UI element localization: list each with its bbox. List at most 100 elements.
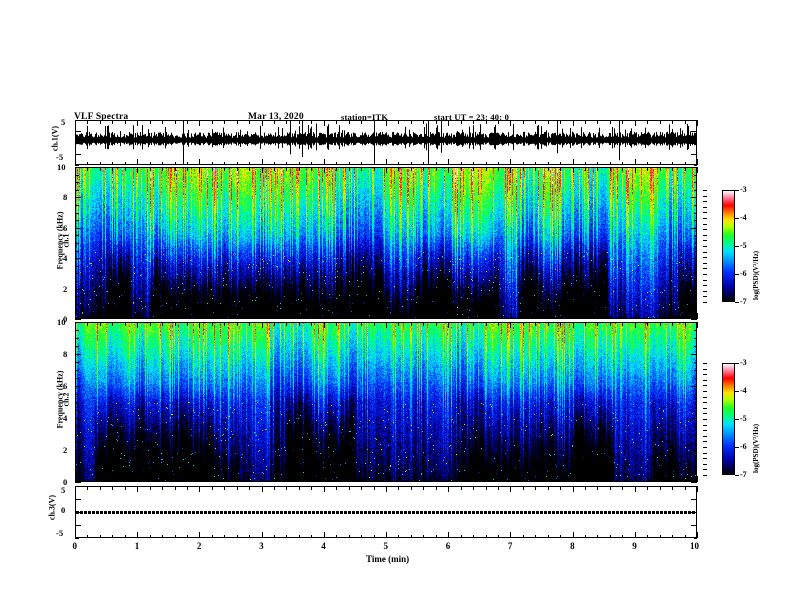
axis-tick: [224, 486, 226, 490]
axis-tick: [703, 475, 707, 476]
axis-tick: [448, 532, 450, 538]
axis-tick: [691, 499, 697, 500]
axis-tick: [162, 315, 164, 319]
axis-tick: [137, 532, 139, 538]
ch2-freq-tick-10: 10: [57, 317, 66, 327]
x-axis-label: Time (min): [366, 554, 410, 564]
axis-tick: [423, 534, 425, 538]
ch2-freq-tick-8: 8: [63, 349, 68, 359]
axis-tick: [634, 322, 636, 328]
axis-tick: [485, 534, 487, 538]
axis-tick: [460, 161, 462, 165]
axis-tick: [149, 120, 151, 124]
axis-tick: [149, 167, 151, 171]
axis-tick: [75, 410, 79, 411]
axis-tick: [609, 486, 611, 490]
ch1-freq-tick-0: 0: [63, 314, 68, 324]
axis-tick: [75, 235, 79, 237]
axis-tick: [684, 120, 686, 124]
axis-tick: [672, 534, 674, 538]
axis-tick: [236, 486, 238, 490]
axis-tick: [485, 315, 487, 319]
axis-tick: [691, 418, 697, 419]
axis-tick: [398, 167, 400, 171]
axis-tick: [684, 161, 686, 165]
axis-tick: [373, 167, 375, 171]
axis-tick: [75, 189, 79, 191]
axis-tick: [75, 499, 81, 500]
axis-tick: [510, 476, 512, 482]
axis-tick: [323, 313, 325, 319]
axis-tick: [691, 525, 697, 526]
axis-tick: [703, 268, 707, 270]
axis-tick: [99, 120, 101, 124]
axis-tick: [672, 486, 674, 490]
axis-tick: [497, 120, 499, 124]
axis-tick: [703, 234, 707, 236]
axis-tick: [112, 315, 114, 319]
axis-tick: [75, 346, 79, 347]
axis-tick: [75, 227, 81, 229]
axis-tick: [423, 478, 425, 482]
axis-tick: [423, 167, 425, 171]
axis-tick: [174, 315, 176, 319]
axis-tick: [510, 322, 512, 328]
axis-tick: [75, 250, 79, 252]
axis-tick: [485, 167, 487, 171]
axis-tick: [286, 322, 288, 326]
axis-tick: [473, 486, 475, 490]
axis-tick: [485, 120, 487, 124]
axis-tick: [647, 120, 649, 124]
axis-tick: [535, 534, 537, 538]
ch3-waveform-trace: [76, 487, 696, 537]
axis-tick: [398, 534, 400, 538]
axis-tick: [693, 370, 697, 371]
axis-tick: [75, 338, 79, 339]
axis-tick: [703, 363, 707, 364]
axis-tick: [535, 478, 537, 482]
axis-tick: [87, 322, 89, 326]
ch2-freq-tick-0: 0: [63, 477, 68, 487]
axis-tick: [211, 315, 213, 319]
axis-tick: [75, 512, 81, 513]
axis-tick: [186, 167, 188, 171]
axis-tick: [560, 486, 562, 490]
axis-tick: [659, 120, 661, 124]
axis-tick: [149, 486, 151, 490]
axis-tick: [510, 167, 512, 173]
axis-tick: [112, 534, 114, 538]
axis-tick: [348, 315, 350, 319]
axis-tick: [691, 322, 697, 323]
axis-tick: [298, 478, 300, 482]
axis-tick: [609, 161, 611, 165]
axis-tick: [323, 159, 325, 165]
axis-tick: [149, 478, 151, 482]
axis-tick: [703, 396, 707, 398]
axis-tick: [473, 315, 475, 319]
axis-tick: [703, 430, 707, 432]
axis-tick: [703, 385, 707, 387]
axis-tick: [547, 534, 549, 538]
axis-tick: [75, 258, 81, 260]
axis-tick: [361, 167, 363, 171]
axis-tick: [186, 486, 188, 490]
axis-tick: [336, 322, 338, 326]
axis-tick: [622, 120, 624, 124]
axis-tick: [597, 486, 599, 490]
axis-tick: [703, 379, 707, 381]
axis-tick: [703, 279, 707, 281]
ch1-freq-tick-2: 2: [63, 283, 68, 294]
axis-tick: [174, 322, 176, 326]
axis-tick: [684, 315, 686, 319]
axis-tick: [298, 161, 300, 165]
axis-tick: [75, 142, 81, 144]
axis-tick: [535, 322, 537, 326]
axis-tick: [435, 486, 437, 490]
axis-tick: [647, 167, 649, 171]
axis-tick: [298, 315, 300, 319]
axis-tick: [535, 486, 537, 490]
axis-tick: [75, 120, 79, 121]
ch1-freq-tick-6: 6: [63, 222, 68, 233]
axis-tick: [560, 534, 562, 538]
axis-tick: [75, 131, 81, 133]
